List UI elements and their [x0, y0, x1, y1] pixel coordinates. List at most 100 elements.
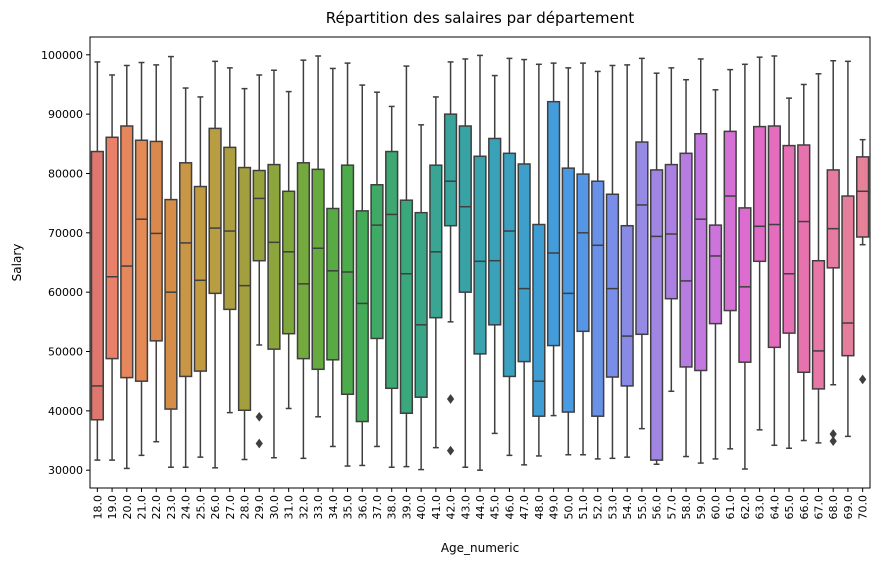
x-tick-label: 26.0	[209, 495, 222, 520]
box-iqr	[105, 136, 119, 360]
box-37.0	[370, 91, 384, 448]
x-tick-label: 25.0	[194, 495, 207, 520]
box-iqr	[326, 207, 340, 361]
x-tick-label: 59.0	[695, 495, 708, 520]
chart-title: Répartition des salaires par département	[326, 9, 635, 27]
box-iqr	[252, 169, 266, 262]
x-tick-label: 48.0	[533, 495, 546, 520]
box-35.0	[340, 62, 355, 467]
box-22.0	[149, 64, 163, 443]
box-42.0	[443, 61, 458, 456]
x-tick-label: 52.0	[592, 495, 605, 520]
box-38.0	[385, 105, 399, 468]
box-44.0	[473, 54, 487, 471]
box-iqr	[90, 150, 104, 421]
box-30.0	[267, 69, 281, 459]
box-iqr	[149, 140, 163, 342]
x-tick-label: 68.0	[827, 495, 840, 520]
x-tick-label: 40.0	[415, 495, 428, 520]
outlier-point	[446, 445, 455, 456]
box-56.0	[649, 72, 664, 466]
box-iqr	[134, 139, 149, 382]
box-58.0	[679, 78, 693, 458]
outlier-point	[859, 374, 867, 385]
box-33.0	[311, 55, 325, 418]
box-iqr	[738, 207, 752, 363]
box-23.0	[164, 55, 178, 468]
box-54.0	[620, 64, 634, 458]
box-67.0	[811, 73, 826, 444]
x-tick-label: 23.0	[165, 495, 178, 520]
x-axis-label: Age_numeric	[441, 541, 519, 555]
box-65.0	[782, 97, 796, 449]
box-iqr	[282, 190, 296, 335]
box-iqr	[237, 166, 252, 412]
box-24.0	[179, 87, 193, 468]
box-25.0	[193, 96, 208, 458]
box-iqr	[856, 156, 870, 238]
box-41.0	[429, 96, 443, 449]
box-iqr	[841, 195, 855, 357]
box-iqr	[782, 144, 796, 334]
box-iqr	[561, 167, 575, 413]
x-tick-label: 61.0	[724, 495, 737, 520]
x-tick-label: 62.0	[739, 495, 752, 520]
box-iqr	[223, 146, 237, 311]
y-tick-label: 50000	[48, 346, 83, 359]
box-20.0	[120, 64, 134, 470]
box-iqr	[164, 198, 178, 410]
box-36.0	[355, 84, 369, 467]
x-tick-label: 65.0	[783, 495, 796, 520]
outlier-point	[255, 438, 263, 449]
x-tick-label: 24.0	[180, 495, 193, 520]
box-iqr	[620, 224, 634, 387]
x-tick-label: 53.0	[606, 495, 619, 520]
x-tick-label: 57.0	[665, 495, 678, 520]
box-18.0	[90, 61, 104, 461]
x-tick-label: 63.0	[754, 495, 767, 520]
box-34.0	[326, 67, 340, 448]
box-iqr	[517, 163, 531, 363]
x-tick-label: 20.0	[121, 495, 134, 520]
box-27.0	[223, 67, 237, 414]
box-iqr	[664, 163, 678, 300]
x-tick-label: 29.0	[253, 495, 266, 520]
box-iqr	[502, 152, 517, 378]
box-iqr	[649, 169, 664, 461]
x-tick-label: 42.0	[445, 495, 458, 520]
box-40.0	[414, 124, 428, 471]
box-iqr	[635, 141, 649, 336]
y-tick-label: 40000	[48, 405, 83, 418]
box-21.0	[134, 61, 149, 457]
box-29.0	[252, 74, 266, 449]
box-iqr	[811, 259, 826, 390]
box-47.0	[517, 58, 531, 466]
box-70.0	[856, 138, 870, 385]
x-tick-label: 54.0	[621, 495, 634, 520]
x-tick-label: 22.0	[150, 495, 163, 520]
box-iqr	[546, 100, 561, 347]
x-tick-label: 51.0	[577, 495, 590, 520]
box-63.0	[752, 56, 767, 431]
x-tick-label: 56.0	[651, 495, 664, 520]
box-iqr	[443, 113, 458, 227]
x-tick-label: 44.0	[474, 495, 487, 520]
box-19.0	[105, 74, 119, 461]
box-51.0	[576, 62, 590, 456]
box-iqr	[458, 125, 472, 293]
box-50.0	[561, 67, 575, 456]
box-32.0	[296, 59, 311, 460]
x-tick-label: 35.0	[342, 495, 355, 520]
x-tick-label: 43.0	[459, 495, 472, 520]
box-59.0	[694, 58, 708, 464]
outlier-point	[829, 436, 837, 446]
x-tick-label: 36.0	[356, 495, 369, 520]
box-46.0	[502, 57, 517, 457]
box-iqr	[488, 137, 502, 326]
box-iqr	[370, 184, 384, 340]
box-iqr	[826, 169, 840, 269]
box-26.0	[208, 60, 222, 469]
x-tick-label: 64.0	[768, 495, 781, 520]
box-57.0	[664, 67, 678, 393]
x-tick-label: 49.0	[548, 495, 561, 520]
